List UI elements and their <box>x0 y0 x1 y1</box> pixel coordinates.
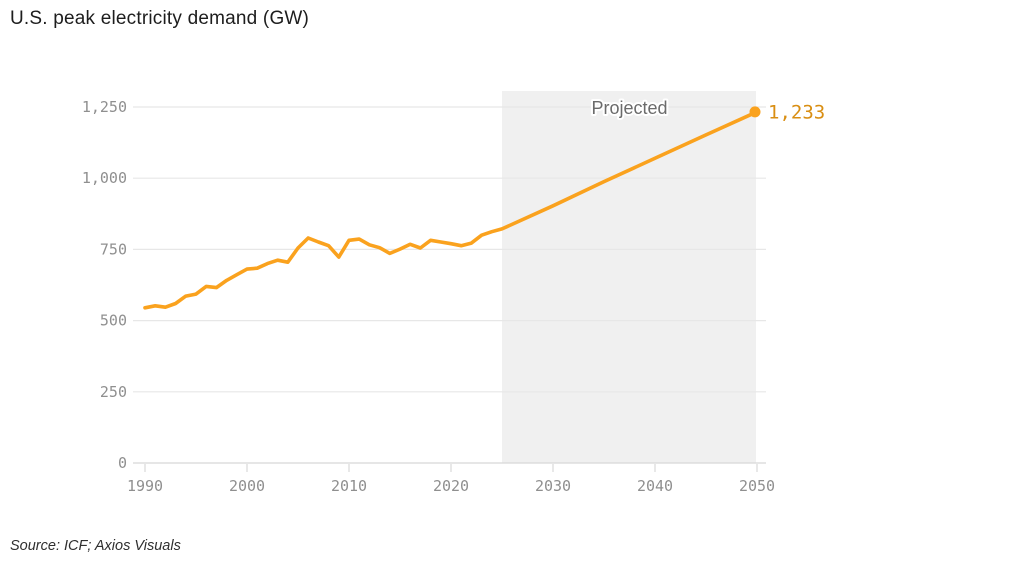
demand-line <box>143 110 759 310</box>
y-tick-label-1000: 1,000 <box>82 169 127 187</box>
y-tick-label-500: 500 <box>100 312 127 330</box>
y-tick-label-0: 0 <box>118 454 127 472</box>
page-title: U.S. peak electricity demand (GW) <box>10 8 310 29</box>
x-tick-label-1990: 1990 <box>127 477 163 495</box>
end-point-dot <box>749 106 761 118</box>
end-value-label: 1,233 <box>768 101 825 123</box>
x-tick-label-2010: 2010 <box>331 477 367 495</box>
y-tick-label-750: 750 <box>100 240 127 258</box>
x-tick-label-2000: 2000 <box>229 477 265 495</box>
y-tick-label-1250: 1,250 <box>82 98 127 116</box>
x-tick-label-2020: 2020 <box>433 477 469 495</box>
projection-band <box>502 91 756 463</box>
x-tick-label-2030: 2030 <box>535 477 571 495</box>
x-tick-label-2050: 2050 <box>739 477 775 495</box>
y-tick-label-250: 250 <box>100 383 127 401</box>
x-tick-label-2040: 2040 <box>637 477 673 495</box>
source-credit: Source: ICF; Axios Visuals <box>10 538 181 554</box>
projected-band-label: Projected <box>591 98 667 118</box>
